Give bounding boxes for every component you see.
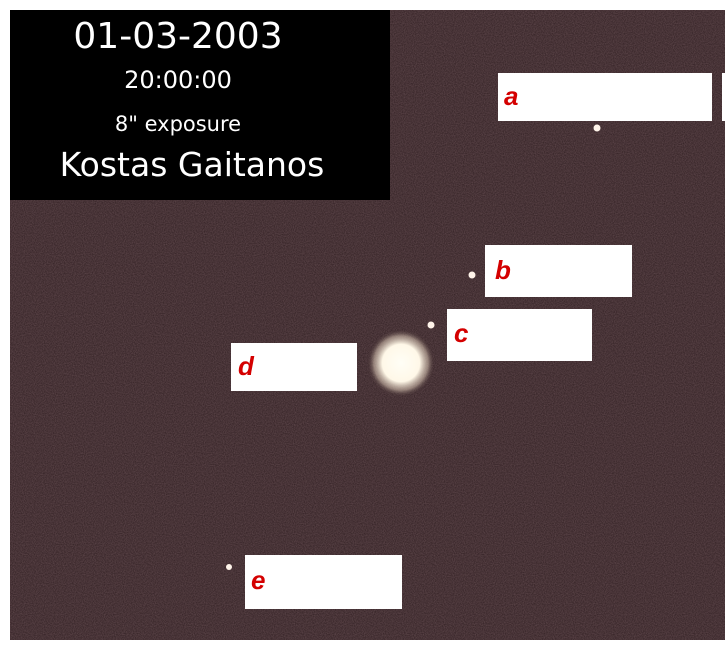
caption-date: 01-03-2003 bbox=[73, 16, 282, 57]
moon bbox=[469, 272, 476, 279]
moon bbox=[226, 564, 232, 570]
moon bbox=[428, 322, 435, 329]
photo-figure: 01-03-2003 20:00:00 8" exposure Kostas G… bbox=[0, 0, 725, 660]
caption-exposure: 8" exposure bbox=[115, 112, 241, 136]
label-a: a bbox=[504, 81, 518, 111]
label-c: c bbox=[454, 318, 469, 348]
caption-time: 20:00:00 bbox=[124, 66, 232, 94]
caption-author: Kostas Gaitanos bbox=[60, 145, 325, 184]
label-d: d bbox=[238, 351, 255, 381]
page: 01-03-2003 20:00:00 8" exposure Kostas G… bbox=[0, 0, 725, 660]
label-box bbox=[447, 309, 592, 361]
jupiter bbox=[367, 329, 435, 397]
label-box bbox=[498, 73, 712, 121]
label-box bbox=[245, 555, 402, 609]
label-b: b bbox=[495, 255, 511, 285]
moon bbox=[594, 125, 601, 132]
label-e: e bbox=[251, 565, 265, 595]
